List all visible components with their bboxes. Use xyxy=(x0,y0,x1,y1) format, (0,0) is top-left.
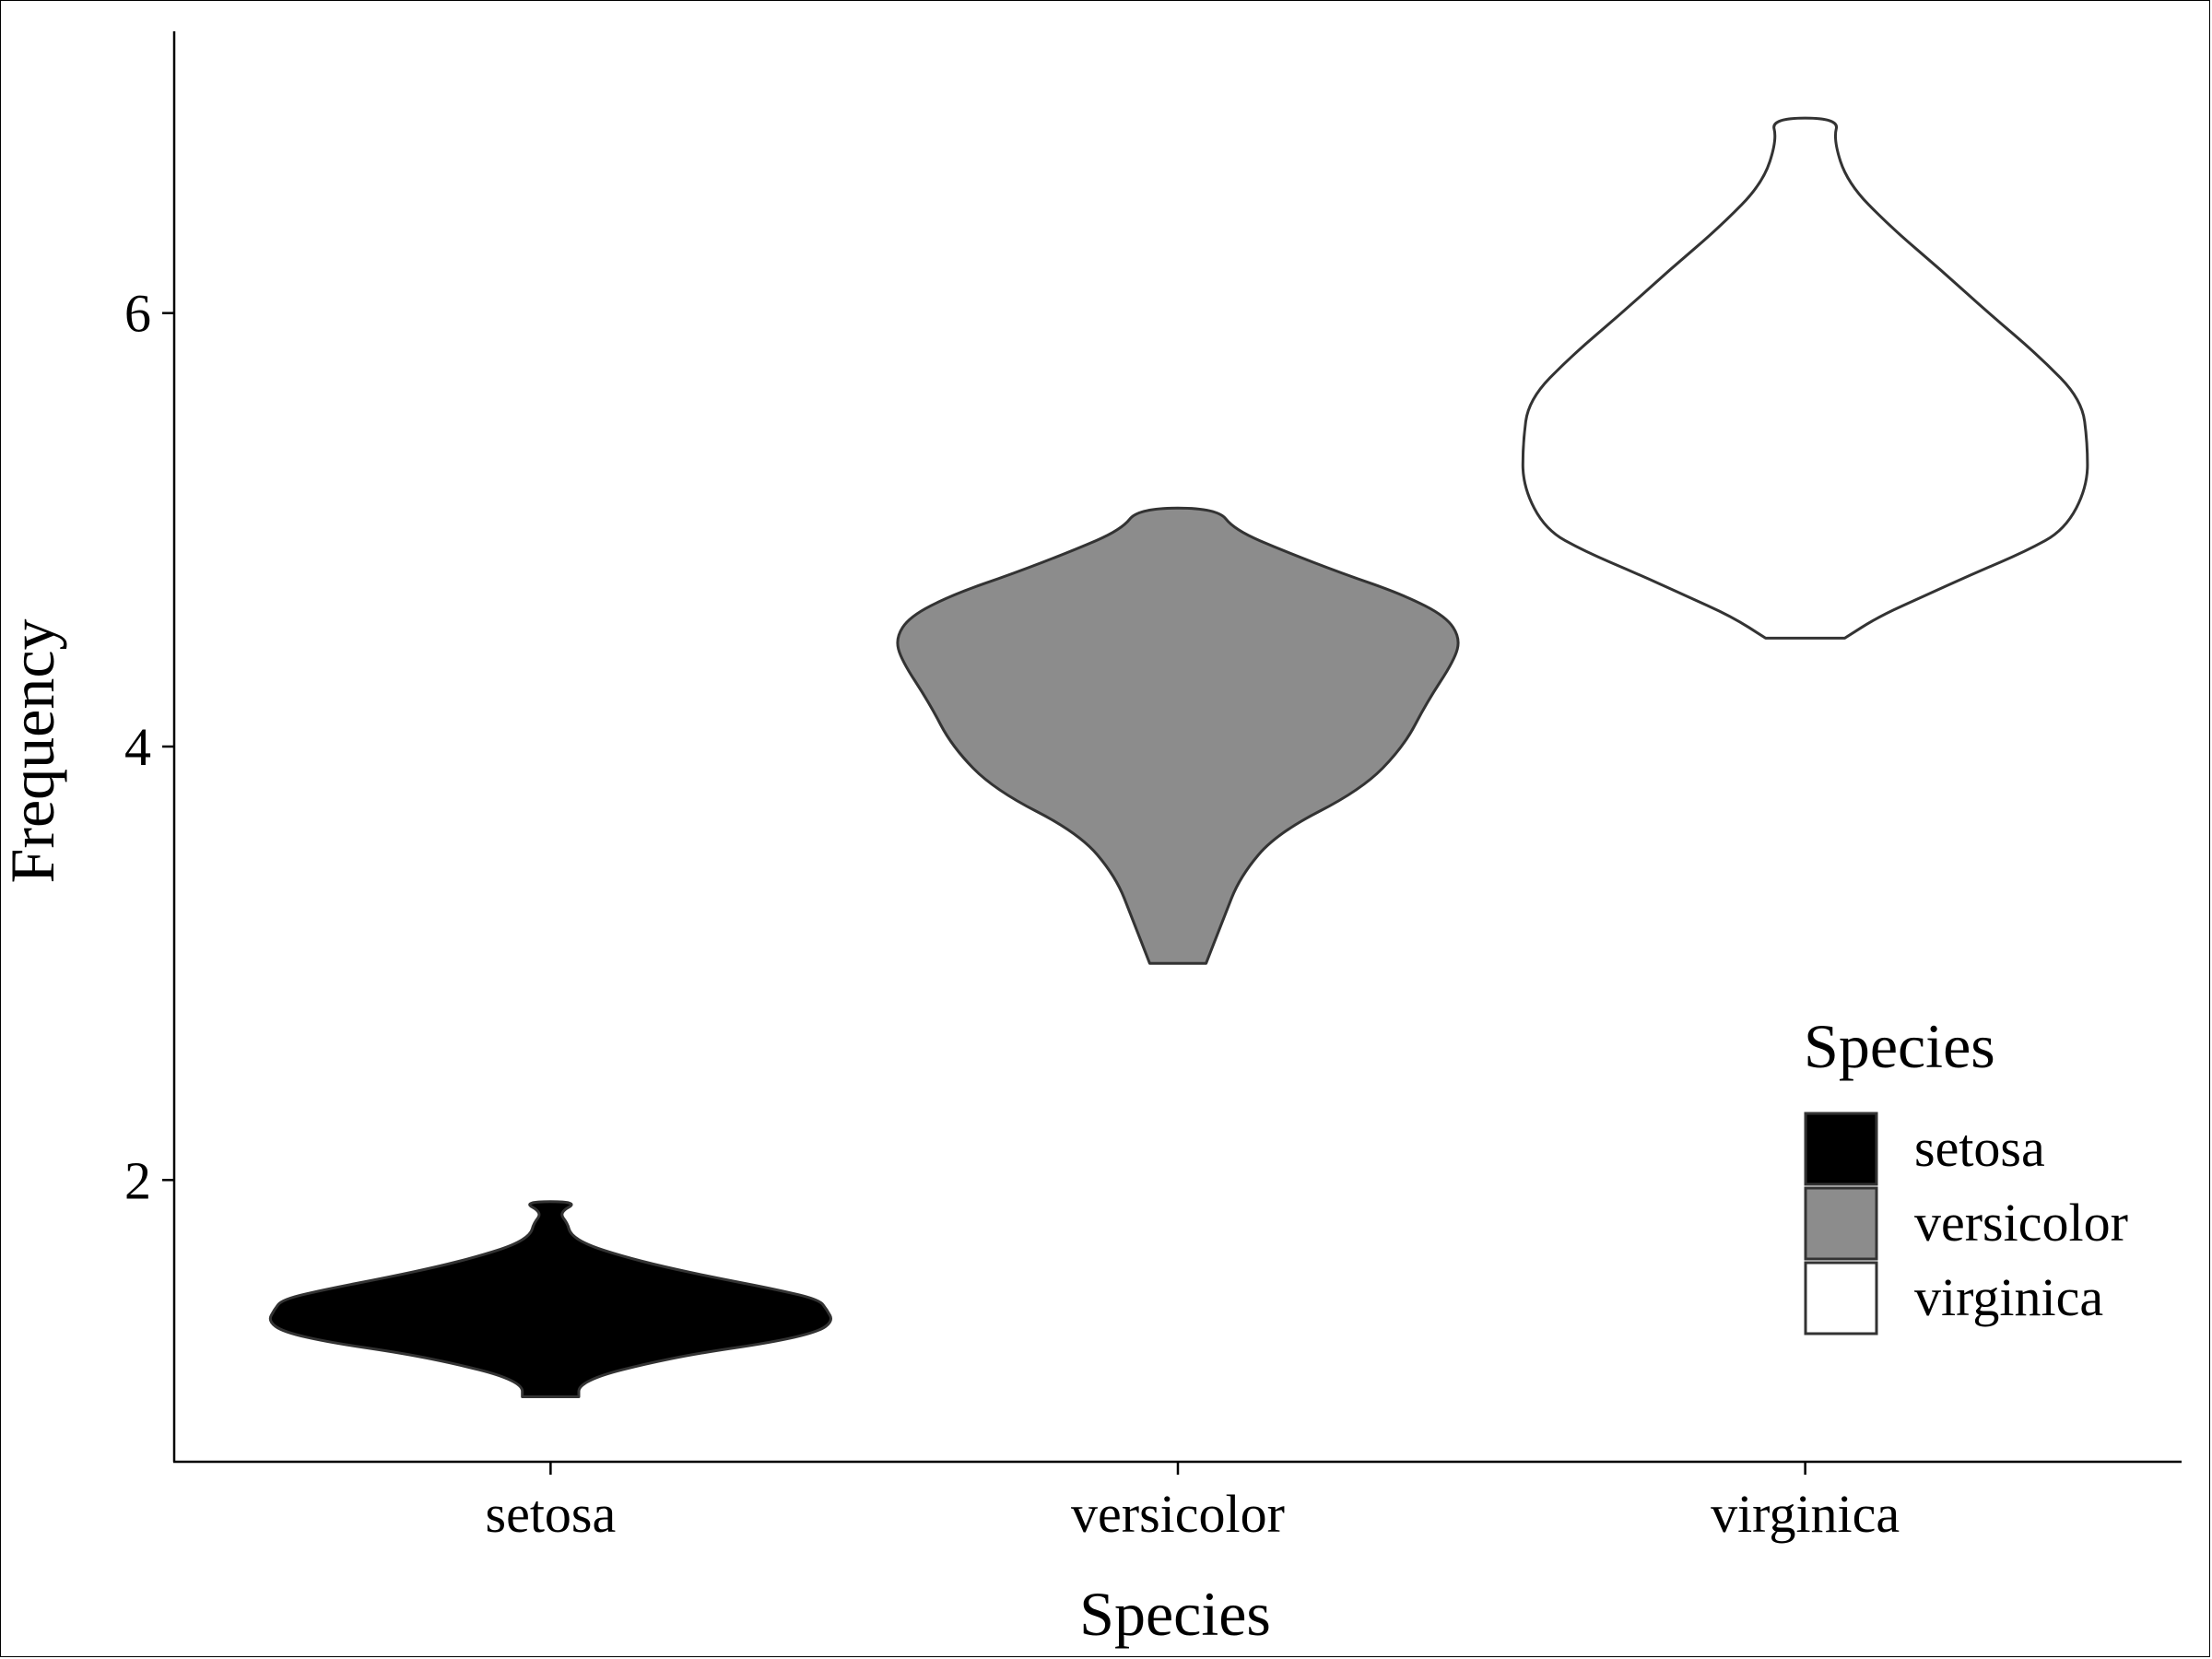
y-tick-label: 2 xyxy=(124,1150,151,1210)
violin-versicolor xyxy=(896,506,1460,965)
legend-items: setosa versicolor virginica xyxy=(1804,1112,2128,1335)
violins-layer xyxy=(268,116,2089,1398)
y-tick-label: 6 xyxy=(124,284,151,344)
legend-swatch-virginica xyxy=(1804,1261,1878,1335)
legend-label-setosa: setosa xyxy=(1914,1118,2045,1178)
x-tick-label: virginica xyxy=(1711,1484,1900,1544)
legend-label-virginica: virginica xyxy=(1914,1267,2103,1327)
violin-virginica xyxy=(1521,116,2089,640)
y-axis-ticks: 2 4 6 xyxy=(124,284,174,1210)
x-axis-label: Species xyxy=(1079,1579,1271,1649)
legend-label-versicolor: versicolor xyxy=(1914,1193,2128,1253)
violin-setosa xyxy=(268,1200,832,1398)
y-axis-label: Frequency xyxy=(0,618,67,883)
legend-title: Species xyxy=(1804,1011,1995,1081)
x-tick-label: setosa xyxy=(486,1484,617,1544)
x-axis-ticks: setosa versicolor virginica xyxy=(486,1462,1900,1544)
legend-swatch-versicolor xyxy=(1804,1186,1878,1261)
legend-swatch-setosa xyxy=(1804,1112,1878,1186)
x-tick-label: versicolor xyxy=(1071,1484,1285,1544)
legend: Species setosa versicolor virginica xyxy=(1804,1011,2128,1335)
y-tick-label: 4 xyxy=(124,717,151,777)
